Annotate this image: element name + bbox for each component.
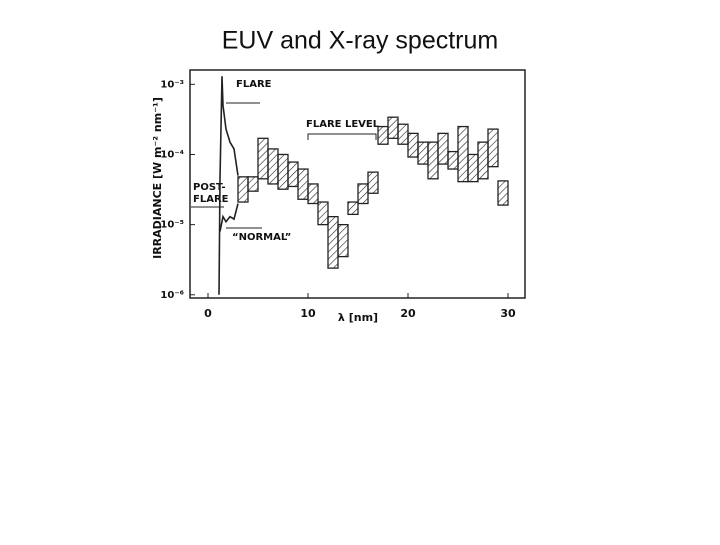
range-box <box>447 150 459 170</box>
range-box <box>367 171 379 194</box>
spectrum-line <box>218 76 239 295</box>
range-box <box>237 176 249 203</box>
range-box <box>437 132 449 165</box>
annotation: FLARE <box>193 194 229 205</box>
range-box <box>417 141 429 165</box>
annotation-bracket <box>307 133 377 140</box>
annotation: FLARE LEVEL <box>306 119 380 130</box>
x-tick-label: 30 <box>500 307 516 320</box>
range-box <box>267 148 279 185</box>
range-box <box>457 125 469 183</box>
y-tick-label: 10⁻⁴ <box>160 149 184 160</box>
range-box <box>397 123 409 145</box>
range-box <box>467 153 479 183</box>
y-tick-label: 10⁻⁶ <box>160 290 184 301</box>
annotation: FLARE <box>236 79 272 90</box>
chart-title: EUV and X-ray spectrum <box>222 27 499 55</box>
plot-frame <box>189 69 526 299</box>
x-tick-label: 0 <box>204 307 212 320</box>
range-box <box>337 223 349 258</box>
x-axis-label: λ [nm] <box>338 311 378 324</box>
range-box <box>477 141 489 180</box>
range-box <box>487 128 499 168</box>
range-box <box>277 153 289 190</box>
range-box <box>497 180 509 206</box>
y-tick-label: 10⁻³ <box>160 79 184 90</box>
spectrum-line <box>219 203 239 232</box>
range-box <box>427 141 439 180</box>
x-tick-label: 20 <box>400 307 416 320</box>
y-tick-label: 10⁻⁵ <box>160 220 184 231</box>
range-box <box>287 161 299 188</box>
x-tick-label: 10 <box>300 307 316 320</box>
range-box <box>357 183 369 205</box>
range-box <box>317 201 329 226</box>
range-box <box>387 116 399 139</box>
range-box <box>347 201 359 216</box>
range-box <box>307 183 319 205</box>
y-axis-label: IRRADIANCE [W m⁻² nm⁻¹] <box>151 97 164 259</box>
range-box <box>247 176 259 192</box>
range-box <box>377 125 389 145</box>
annotation: “NORMAL” <box>232 232 291 243</box>
range-box <box>297 168 309 200</box>
range-box <box>327 215 339 269</box>
range-box <box>407 132 419 158</box>
range-box <box>257 137 269 180</box>
annotation: POST- <box>193 182 226 193</box>
